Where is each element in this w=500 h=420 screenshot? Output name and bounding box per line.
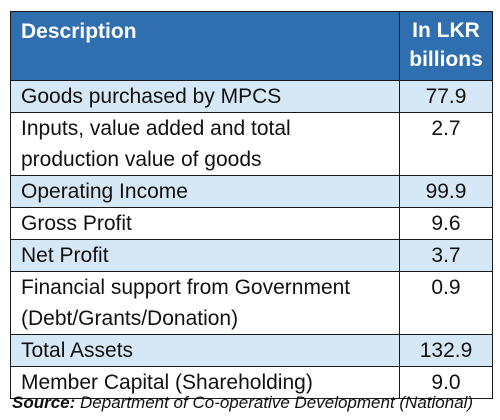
row-description: Net Profit [10,239,400,272]
row-description-line: Financial support from Government [21,276,351,299]
row-description-line: Operating Income [21,180,188,203]
row-description: Financial support from Government (Debt/G… [10,271,400,335]
header-row: Description In LKR billions [10,11,493,81]
row-value: 0.9 [399,271,493,335]
row-description-line: (Debt/Grants/Donation) [21,307,239,330]
row-value: 3.7 [399,239,493,272]
row-value: 99.9 [399,175,493,208]
financial-summary-table: Description In LKR billions Goods purcha… [10,11,493,399]
row-description-line: Goods purchased by MPCS [21,85,282,108]
table-row: Financial support from Government (Debt/G… [10,271,493,335]
row-value: 77.9 [399,80,493,113]
row-description-line: Net Profit [21,244,109,267]
row-value: 9.0 [399,366,493,399]
row-description: Total Assets [10,334,400,367]
row-description: Operating Income [10,175,400,208]
source-label: Source: [12,393,76,412]
source-note: Source: Department of Co-operative Devel… [12,393,473,413]
table-row: Operating Income 99.9 [10,175,493,208]
source-text: Department of Co-operative Development (… [75,393,474,412]
row-description-line: production value of goods [21,148,262,171]
table-row: Total Assets 132.9 [10,334,493,367]
row-description: Member Capital (Shareholding) [10,366,400,399]
header-unit-line2: billions [409,48,483,71]
table-header: Description In LKR billions [10,11,493,81]
table-row: Gross Profit 9.6 [10,207,493,240]
header-unit-line1: In LKR [412,19,480,42]
table-row: Member Capital (Shareholding) 9.0 [10,366,493,399]
row-description-line: Inputs, value added and total [21,117,291,140]
row-description: Goods purchased by MPCS [10,80,400,113]
row-description-line: Total Assets [21,339,134,362]
table-body: Goods purchased by MPCS 77.9 Inputs, value… [10,80,493,399]
row-description-line: Gross Profit [21,212,132,235]
row-value: 2.7 [399,112,493,176]
table-row: Net Profit 3.7 [10,239,493,272]
table-row: Inputs, value added and total production … [10,112,493,176]
table-row: Goods purchased by MPCS 77.9 [10,80,493,113]
row-value: 9.6 [399,207,493,240]
header-description: Description [10,11,400,81]
data-table-container: Description In LKR billions Goods purcha… [10,11,493,399]
row-description-line: Member Capital (Shareholding) [21,371,313,394]
row-description: Gross Profit [10,207,400,240]
row-description: Inputs, value added and total production … [10,112,400,176]
header-unit: In LKR billions [399,11,493,81]
row-value: 132.9 [399,334,493,367]
